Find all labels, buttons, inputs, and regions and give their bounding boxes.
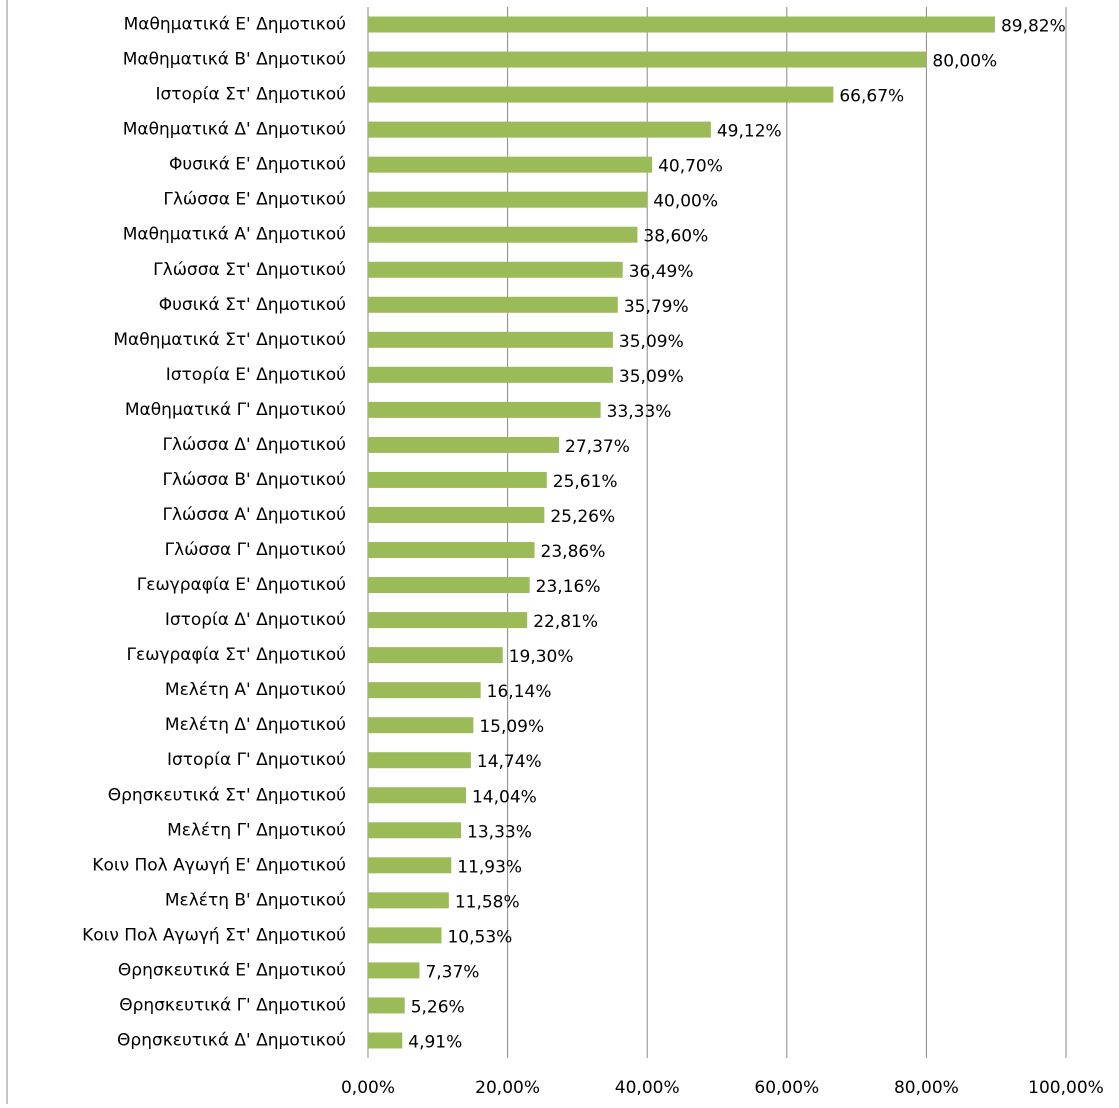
- data-label: 40,00%: [653, 192, 718, 212]
- bar: [368, 296, 618, 313]
- data-label: 89,82%: [1001, 17, 1066, 37]
- bar: [368, 191, 648, 208]
- x-tick-label: 20,00%: [475, 1078, 540, 1098]
- y-tick-label: Κοιν Πολ Αγωγή Ε' Δημοτικού: [92, 855, 346, 875]
- data-label: 35,79%: [624, 297, 689, 317]
- y-tick-label: Γλώσσα Στ' Δημοτικού: [153, 260, 346, 280]
- y-tick-label: Μαθηματικά Ε' Δημοτικού: [124, 15, 346, 35]
- bar: [368, 962, 420, 979]
- data-label: 14,04%: [472, 787, 537, 807]
- bar: [368, 892, 449, 909]
- bar: [368, 51, 927, 68]
- y-tick-label: Γλώσσα Ε' Δημοτικού: [163, 190, 346, 210]
- data-label: 23,86%: [541, 542, 606, 562]
- data-label: 11,93%: [457, 857, 522, 877]
- data-label: 38,60%: [643, 227, 708, 247]
- y-tick-label: Κοιν Πολ Αγωγή Στ' Δημοτικού: [82, 925, 346, 945]
- bar: [368, 857, 452, 874]
- y-tick-label: Ιστορία Ε' Δημοτικού: [166, 365, 346, 385]
- data-label: 23,16%: [536, 577, 601, 597]
- y-tick-label: Γεωγραφία Ε' Δημοτικού: [137, 575, 346, 595]
- data-label: 25,26%: [550, 507, 615, 527]
- y-tick-label: Γλώσσα Α' Δημοτικού: [163, 505, 347, 525]
- y-tick-label: Θρησκευτικά Γ' Δημοτικού: [119, 995, 346, 1015]
- bar: [368, 542, 535, 559]
- bar: [368, 156, 653, 173]
- bar: [368, 261, 623, 278]
- bar: [368, 1032, 403, 1049]
- bar: [368, 506, 545, 523]
- bar: [368, 682, 481, 699]
- y-tick-label: Θρησκευτικά Ε' Δημοτικού: [118, 960, 346, 980]
- data-label: 10,53%: [447, 927, 512, 947]
- bar: [368, 752, 471, 769]
- bar: [368, 121, 711, 138]
- y-tick-label: Ιστορία Γ' Δημοτικού: [167, 750, 346, 770]
- y-tick-label: Μελέτη Γ' Δημοτικού: [167, 820, 346, 840]
- bar: [368, 787, 466, 804]
- y-tick-label: Γλώσσα Β' Δημοτικού: [162, 470, 346, 490]
- y-tick-label: Μαθηματικά Β' Δημοτικού: [123, 50, 346, 70]
- data-label: 13,33%: [467, 822, 532, 842]
- y-tick-label: Γεωγραφία Στ' Δημοτικού: [127, 645, 346, 665]
- bar: [368, 401, 601, 418]
- data-label: 16,14%: [487, 682, 552, 702]
- y-tick-label: Φυσικά Ε' Δημοτικού: [169, 155, 346, 175]
- bar: [368, 86, 834, 103]
- bar: [368, 612, 528, 629]
- data-label: 22,81%: [533, 612, 598, 632]
- bar: [368, 927, 442, 944]
- bar: [368, 471, 547, 488]
- y-tick-label: Μαθηματικά Δ' Δημοτικού: [123, 120, 346, 140]
- data-label: 33,33%: [607, 402, 672, 422]
- data-label: 5,26%: [411, 997, 465, 1017]
- data-label: 35,09%: [619, 367, 684, 387]
- y-tick-label: Ιστορία Δ' Δημοτικού: [165, 610, 346, 630]
- data-label: 49,12%: [717, 122, 782, 142]
- data-label: 35,09%: [619, 332, 684, 352]
- data-label: 25,61%: [553, 472, 618, 492]
- y-tick-label: Γλώσσα Δ' Δημοτικού: [163, 435, 347, 455]
- data-label: 40,70%: [658, 157, 723, 177]
- y-tick-label: Γλώσσα Γ' Δημοτικού: [165, 540, 346, 560]
- y-tick-label: Ιστορία Στ' Δημοτικού: [156, 85, 347, 105]
- data-label: 15,09%: [479, 717, 544, 737]
- bar: [368, 16, 995, 33]
- data-label: 80,00%: [932, 52, 997, 72]
- bar: [368, 436, 560, 453]
- y-tick-label: Μελέτη Δ' Δημοτικού: [165, 715, 346, 735]
- data-label: 19,30%: [509, 647, 574, 667]
- data-label: 36,49%: [629, 262, 694, 282]
- x-tick-label: 60,00%: [754, 1078, 819, 1098]
- y-tick-label: Φυσικά Στ' Δημοτικού: [159, 295, 346, 315]
- y-tick-label: Θρησκευτικά Δ' Δημοτικού: [117, 1030, 346, 1050]
- y-tick-label: Μελέτη Β' Δημοτικού: [165, 890, 346, 910]
- x-tick-label: 100,00%: [1028, 1078, 1104, 1098]
- bar: [368, 997, 405, 1014]
- bar: [368, 647, 503, 664]
- data-label: 66,67%: [839, 87, 904, 107]
- x-tick-label: 0,00%: [341, 1078, 395, 1098]
- data-label: 7,37%: [425, 962, 479, 982]
- data-label: 14,74%: [477, 752, 542, 772]
- data-label: 27,37%: [565, 437, 630, 457]
- y-tick-label: Μαθηματικά Γ' Δημοτικού: [125, 400, 346, 420]
- bar: [368, 717, 474, 734]
- x-tick-label: 40,00%: [615, 1078, 680, 1098]
- y-tick-label: Θρησκευτικά Στ' Δημοτικού: [108, 785, 346, 805]
- data-label: 11,58%: [455, 892, 520, 912]
- bar: [368, 331, 613, 348]
- bar: [368, 226, 638, 243]
- data-label: 4,91%: [408, 1032, 462, 1052]
- bar: [368, 822, 462, 839]
- y-tick-label: Μαθηματικά Α' Δημοτικού: [123, 225, 346, 245]
- x-tick-label: 80,00%: [894, 1078, 959, 1098]
- bar: [368, 577, 530, 594]
- bar: [368, 366, 613, 383]
- y-tick-label: Μελέτη Α' Δημοτικού: [165, 680, 346, 700]
- y-tick-label: Μαθηματικά Στ' Δημοτικού: [113, 330, 346, 350]
